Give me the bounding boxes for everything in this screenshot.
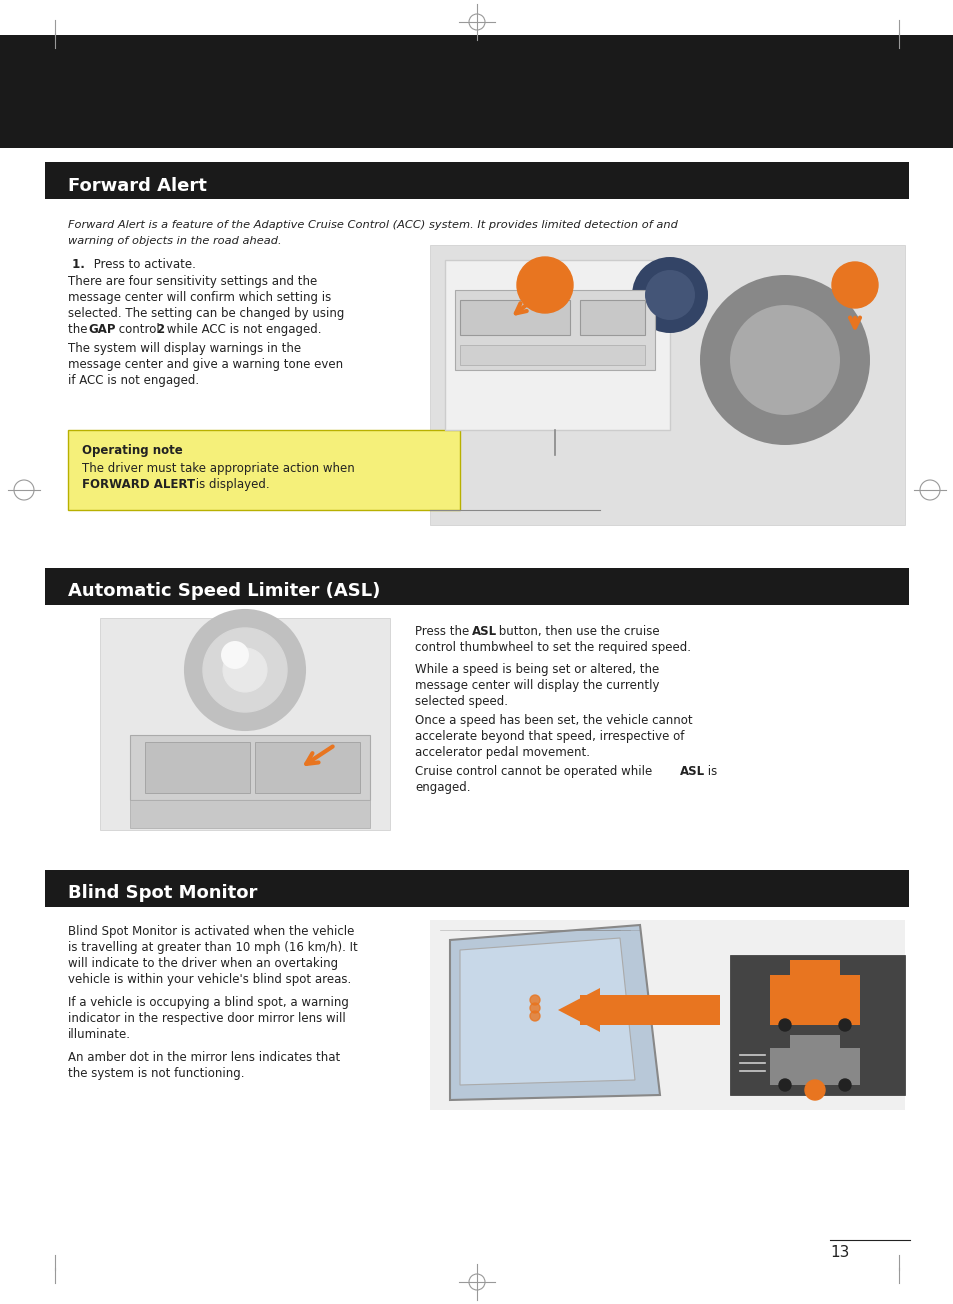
Polygon shape xyxy=(579,995,720,1025)
Text: Once a speed has been set, the vehicle cannot: Once a speed has been set, the vehicle c… xyxy=(415,715,692,728)
Text: Forward Alert is a feature of the Adaptive Cruise Control (ACC) system. It provi: Forward Alert is a feature of the Adapti… xyxy=(68,220,678,230)
Circle shape xyxy=(644,270,695,319)
Circle shape xyxy=(517,257,573,313)
Text: ASL: ASL xyxy=(679,765,704,778)
Circle shape xyxy=(838,1018,850,1031)
Circle shape xyxy=(831,262,877,308)
Text: There are four sensitivity settings and the: There are four sensitivity settings and … xyxy=(68,275,317,288)
Circle shape xyxy=(203,629,287,712)
Text: An amber dot in the mirror lens indicates that: An amber dot in the mirror lens indicate… xyxy=(68,1051,340,1064)
Circle shape xyxy=(729,305,840,415)
Bar xyxy=(130,735,370,799)
Text: illuminate.: illuminate. xyxy=(68,1028,131,1041)
Text: control: control xyxy=(115,323,163,336)
Polygon shape xyxy=(558,988,599,1031)
Text: while ACC is not engaged.: while ACC is not engaged. xyxy=(163,323,321,336)
Text: Press the: Press the xyxy=(415,625,473,638)
Text: is travelling at greater than 10 mph (16 km/h). It: is travelling at greater than 10 mph (16… xyxy=(68,941,357,955)
Circle shape xyxy=(223,648,267,692)
Text: selected. The setting can be changed by using: selected. The setting can be changed by … xyxy=(68,306,344,319)
Text: accelerator pedal movement.: accelerator pedal movement. xyxy=(415,746,589,759)
Circle shape xyxy=(530,995,539,1005)
Bar xyxy=(459,346,644,365)
Text: control thumbwheel to set the required speed.: control thumbwheel to set the required s… xyxy=(415,642,690,655)
Bar xyxy=(430,921,904,1110)
Circle shape xyxy=(530,1003,539,1013)
Bar xyxy=(459,300,569,335)
Bar xyxy=(729,955,904,1095)
Text: vehicle is within your vehicle's blind spot areas.: vehicle is within your vehicle's blind s… xyxy=(68,973,351,986)
Text: The system will display warnings in the: The system will display warnings in the xyxy=(68,342,301,355)
Bar xyxy=(430,245,904,526)
Bar xyxy=(130,799,370,828)
Text: message center will confirm which setting is: message center will confirm which settin… xyxy=(68,291,331,304)
Bar xyxy=(579,300,644,335)
Bar xyxy=(145,742,250,793)
Text: Automatic Speed Limiter (ASL): Automatic Speed Limiter (ASL) xyxy=(68,582,380,600)
Text: Forward Alert: Forward Alert xyxy=(68,177,207,196)
Polygon shape xyxy=(769,975,859,1025)
Text: will indicate to the driver when an overtaking: will indicate to the driver when an over… xyxy=(68,957,337,970)
Text: the: the xyxy=(68,323,91,336)
Bar xyxy=(45,870,908,908)
Text: 2: 2 xyxy=(156,323,164,336)
Text: if ACC is not engaged.: if ACC is not engaged. xyxy=(68,374,199,387)
Circle shape xyxy=(530,1011,539,1021)
Polygon shape xyxy=(450,925,659,1101)
Text: indicator in the respective door mirror lens will: indicator in the respective door mirror … xyxy=(68,1012,345,1025)
Text: is: is xyxy=(703,765,717,778)
Text: FORWARD ALERT: FORWARD ALERT xyxy=(82,479,195,492)
Circle shape xyxy=(804,1080,824,1101)
Text: While a speed is being set or altered, the: While a speed is being set or altered, t… xyxy=(415,662,659,675)
Circle shape xyxy=(700,275,869,445)
Bar xyxy=(254,742,359,793)
Polygon shape xyxy=(789,1035,840,1048)
Bar xyxy=(444,259,669,430)
Text: ASL: ASL xyxy=(472,625,497,638)
Bar xyxy=(68,430,459,510)
Text: If a vehicle is occupying a blind spot, a warning: If a vehicle is occupying a blind spot, … xyxy=(68,996,349,1009)
Text: warning of objects in the road ahead.: warning of objects in the road ahead. xyxy=(68,236,281,246)
Text: button, then use the cruise: button, then use the cruise xyxy=(495,625,659,638)
Circle shape xyxy=(779,1078,790,1091)
Bar xyxy=(455,289,655,370)
Text: Operating note: Operating note xyxy=(82,443,183,456)
Text: 1.: 1. xyxy=(68,258,85,271)
Text: engaged.: engaged. xyxy=(415,781,470,794)
Circle shape xyxy=(779,1018,790,1031)
Text: 13: 13 xyxy=(829,1245,848,1260)
Bar xyxy=(100,618,390,831)
Text: Blind Spot Monitor is activated when the vehicle: Blind Spot Monitor is activated when the… xyxy=(68,925,354,938)
Text: message center will display the currently: message center will display the currentl… xyxy=(415,679,659,692)
Text: The driver must take appropriate action when: The driver must take appropriate action … xyxy=(82,462,355,475)
Circle shape xyxy=(838,1078,850,1091)
Circle shape xyxy=(185,610,305,730)
Text: message center and give a warning tone even: message center and give a warning tone e… xyxy=(68,359,343,372)
Text: Blind Spot Monitor: Blind Spot Monitor xyxy=(68,884,257,902)
Bar xyxy=(0,35,953,147)
Text: accelerate beyond that speed, irrespective of: accelerate beyond that speed, irrespecti… xyxy=(415,730,683,743)
Text: the system is not functioning.: the system is not functioning. xyxy=(68,1067,244,1080)
Bar xyxy=(45,569,908,605)
Text: selected speed.: selected speed. xyxy=(415,695,507,708)
Circle shape xyxy=(631,257,707,333)
Text: is displayed.: is displayed. xyxy=(192,479,270,492)
Text: Press to activate.: Press to activate. xyxy=(90,258,195,271)
Polygon shape xyxy=(769,1048,859,1085)
Polygon shape xyxy=(789,960,840,975)
Circle shape xyxy=(221,642,249,669)
Text: Cruise control cannot be operated while: Cruise control cannot be operated while xyxy=(415,765,656,778)
Bar xyxy=(45,162,908,200)
Text: GAP: GAP xyxy=(88,323,115,336)
Polygon shape xyxy=(459,938,635,1085)
